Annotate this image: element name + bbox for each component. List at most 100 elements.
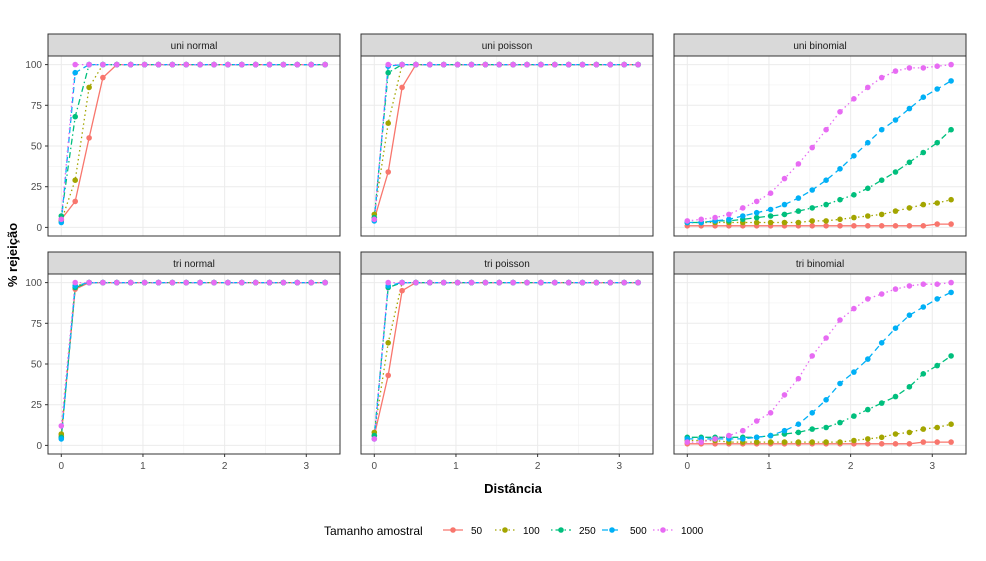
data-point-1000 [892,286,899,292]
data-point-500 [740,436,746,442]
data-point-50 [86,135,92,141]
data-point-1000 [621,279,627,286]
x-axis-title: Distância [484,481,543,496]
data-point-100 [865,436,871,442]
data-point-1000 [454,279,461,286]
data-point-1000 [308,61,315,68]
data-point-1000 [579,61,586,68]
data-point-1000 [141,61,148,68]
y-tick-label: 25 [31,182,43,193]
data-point-1000 [934,281,940,288]
data-point-1000 [183,61,189,68]
data-point-500 [58,436,65,442]
x-tick-label: 2 [848,461,854,472]
data-point-250 [851,413,857,419]
legend-key-point-250 [558,527,564,533]
data-point-250 [865,406,871,413]
data-point-500 [781,427,788,434]
x-tick-label: 3 [930,461,936,472]
facet-strip-label: tri poisson [484,259,530,270]
data-point-1000 [114,279,120,286]
legend-key-point-100 [502,527,508,533]
data-point-100 [892,431,899,437]
data-point-100 [795,219,802,226]
data-point-1000 [58,423,65,429]
data-point-50 [837,223,843,229]
data-point-1000 [635,279,641,286]
data-point-1000 [865,84,871,91]
data-point-1000 [552,61,558,68]
facet-panel-tri-normal: tri normal 0 25 50 75 100 0 1 2 3 [25,251,341,472]
data-point-500 [851,153,857,159]
data-point-1000 [865,296,871,302]
facet-strip-label: uni normal [171,41,218,52]
panel-border [360,273,654,455]
data-point-1000 [823,335,829,341]
data-point-250 [781,211,788,218]
data-point-1000 [934,63,940,69]
data-point-1000 [252,61,259,68]
x-tick-label: 3 [304,461,310,472]
data-point-1000 [127,61,134,68]
data-point-1000 [726,432,732,439]
data-point-100 [878,434,885,441]
data-point-500 [781,201,788,208]
facet-panel-uni-normal: uni normal 0 25 50 75 100 [25,33,341,237]
data-point-100 [851,437,857,444]
data-point-50 [851,223,857,229]
data-point-1000 [565,61,572,68]
data-point-1000 [579,279,586,286]
data-point-1000 [169,279,176,286]
data-point-1000 [322,61,328,68]
legend-title: Tamanho amostral [324,524,423,538]
data-point-1000 [593,61,600,68]
x-tick-label: 1 [453,461,459,472]
series-line-1000 [687,63,952,222]
data-point-100 [878,211,885,218]
data-point-1000 [252,279,259,286]
data-point-1000 [635,61,641,68]
data-point-50 [906,441,913,447]
data-point-1000 [183,279,189,286]
data-point-1000 [809,353,815,359]
data-point-50 [934,439,940,445]
data-point-1000 [413,279,419,286]
facet-panel-uni-binomial: uni binomial [673,33,967,237]
series-line-1000 [687,281,952,443]
data-point-500 [823,177,829,183]
legend-key-point-1000 [660,527,666,533]
data-point-500 [865,139,871,146]
data-point-1000 [795,375,802,382]
data-point-1000 [239,279,245,286]
data-point-250 [865,185,871,192]
data-point-250 [878,177,885,183]
data-point-100 [823,218,829,224]
x-tick-label: 1 [766,461,772,472]
y-tick-label: 100 [25,60,42,71]
data-point-500 [934,86,940,92]
data-point-1000 [698,439,704,445]
data-point-500 [892,325,899,332]
data-point-500 [767,206,774,213]
data-point-1000 [239,61,245,68]
x-tick-label: 0 [372,461,378,472]
data-point-1000 [767,410,774,416]
x-tick-label: 2 [222,461,228,472]
data-point-1000 [607,61,614,68]
data-point-500 [948,78,954,84]
data-point-1000 [141,279,148,286]
data-point-1000 [454,61,461,68]
legend: Tamanho amostral 50 100 250 500 1000 [324,524,704,538]
data-point-500 [809,187,815,193]
data-point-1000 [552,279,558,286]
data-point-500 [865,356,871,362]
data-point-500 [906,105,913,112]
facet-strip-label: tri binomial [796,259,844,270]
facet-panel-tri-poisson: tri poisson 0 1 2 3 [360,251,654,472]
data-point-250 [934,139,940,146]
data-point-500 [809,410,815,416]
legend-label-50: 50 [471,526,483,537]
data-point-1000 [510,61,516,68]
